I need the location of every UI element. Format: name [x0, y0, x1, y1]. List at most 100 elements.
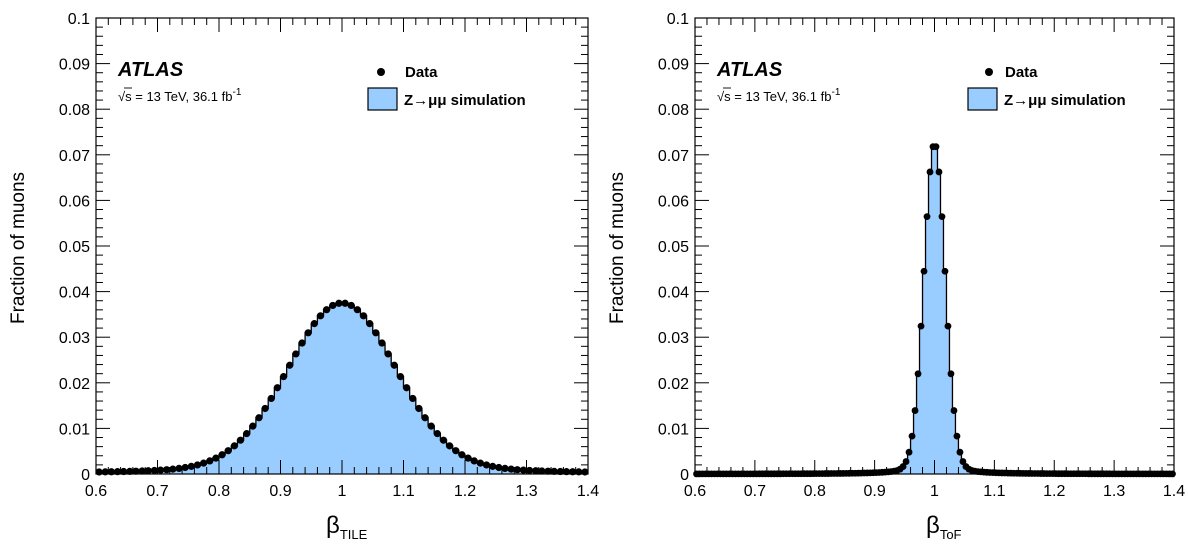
data-point: [169, 465, 177, 473]
y-tick-label: 0.09: [59, 57, 90, 74]
data-point: [519, 466, 528, 474]
legend-simulation-label: Z→μμ simulation: [1004, 92, 1126, 109]
data-point: [470, 457, 478, 465]
data-point: [206, 457, 214, 465]
y-tick-label: 0.08: [59, 102, 90, 119]
y-axis-title: Fraction of muons: [607, 172, 628, 324]
data-point: [372, 329, 380, 337]
atlas-label: ATLAS: [716, 59, 783, 81]
data-point: [926, 168, 934, 176]
data-point: [458, 451, 466, 459]
data-point: [495, 463, 503, 472]
y-tick-label: 0.01: [658, 421, 689, 438]
data-point: [532, 467, 540, 475]
energy-text: √s = 13 TeV, 36.1 fb: [118, 89, 232, 104]
energy-label: √s = 13 TeV, 36.1 fb-1: [118, 87, 242, 104]
energy-label: √s = 13 TeV, 36.1 fb-1: [717, 87, 841, 104]
data-point: [175, 464, 183, 472]
y-tick-label: 0: [680, 467, 689, 484]
legend-data-label: Data: [1005, 64, 1038, 81]
x-tick-label: 1.2: [1043, 483, 1065, 500]
data-point: [935, 168, 943, 176]
data-point: [525, 466, 534, 475]
y-tick-label: 0.01: [59, 421, 90, 438]
data-point: [132, 467, 140, 475]
x-tick-label: 0.7: [146, 483, 168, 500]
y-tick-label: 0: [81, 467, 90, 484]
data-point: [323, 306, 331, 314]
data-point: [384, 350, 392, 358]
data-point: [923, 213, 931, 221]
data-point: [501, 464, 509, 472]
data-point: [396, 373, 405, 381]
y-tick-label: 0.04: [658, 285, 689, 302]
data-point: [150, 466, 159, 475]
x-tick-label: 1.1: [392, 483, 414, 500]
x-axis-subscript: TILE: [340, 527, 368, 542]
data-point: [366, 320, 374, 328]
data-point: [421, 414, 429, 422]
data-point: [144, 467, 152, 475]
data-point: [914, 370, 922, 378]
data-point: [941, 267, 949, 275]
data-point: [409, 394, 417, 403]
data-point: [243, 430, 251, 438]
data-point: [550, 467, 558, 475]
x-axis-subscript: ToF: [940, 527, 962, 542]
data-point: [482, 461, 491, 469]
data-point: [163, 466, 171, 474]
data-point: [224, 447, 232, 455]
data-point: [279, 373, 288, 381]
x-tick-label: 1.1: [983, 483, 1005, 500]
x-tick-label: 1.3: [515, 483, 537, 500]
data-point: [120, 467, 128, 476]
data-point: [938, 213, 946, 221]
data-point: [953, 432, 961, 440]
data-point: [489, 462, 497, 470]
data-point: [249, 422, 257, 430]
x-tick-label: 0.7: [744, 483, 766, 500]
data-point: [310, 320, 318, 328]
y-tick-label: 0.06: [658, 193, 689, 210]
data-point: [378, 339, 386, 347]
data-point: [187, 462, 195, 470]
data-point: [218, 451, 226, 459]
data-point: [292, 350, 300, 358]
y-tick-label: 0.02: [59, 376, 90, 393]
energy-text: √s = 13 TeV, 36.1 fb: [717, 89, 831, 104]
atlas-label: ATLAS: [117, 59, 184, 81]
data-point: [255, 414, 263, 422]
data-point: [439, 436, 448, 444]
data-point: [917, 322, 925, 330]
y-tick-label: 0.07: [658, 148, 689, 165]
data-point: [932, 143, 940, 151]
y-tick-label: 0.03: [59, 330, 90, 347]
data-point: [138, 467, 146, 475]
y-tick-label: 0.05: [59, 239, 90, 256]
data-point: [212, 454, 220, 462]
data-point: [902, 458, 910, 465]
data-point: [273, 384, 282, 392]
data-point: [261, 404, 269, 413]
chart-panel-2: 0.6 0.7 0.8 0.9 1 1.1 1.2 1.3 1.4 0 0.01 0.02 0.03 0.…: [607, 11, 1185, 542]
data-point: [427, 422, 435, 430]
x-tick-label: 0.6: [85, 483, 107, 500]
x-axis-symbol: β: [326, 512, 340, 539]
legend-data-marker: [377, 68, 385, 76]
x-tick-label: 0.9: [864, 483, 886, 500]
data-point: [544, 467, 552, 475]
data-point: [341, 299, 349, 307]
y-tick-label: 0.08: [658, 102, 689, 119]
data-point: [193, 461, 202, 469]
chart-panel-1: 0.6 0.7 0.8 0.9 1 1.1 1.2 1.3 1.4 0 0.01 0.02 0.03 0.…: [8, 11, 599, 542]
y-tick-label: 0.04: [59, 285, 90, 302]
y-tick-label: 0.06: [59, 193, 90, 210]
y-tick-label: 0.07: [59, 148, 90, 165]
data-point: [359, 312, 368, 320]
data-point: [181, 463, 189, 472]
data-point: [476, 459, 484, 467]
legend-simulation-label: Z→μμ simulation: [404, 92, 526, 109]
legend-simulation-swatch: [367, 87, 398, 111]
data-point: [353, 306, 361, 314]
